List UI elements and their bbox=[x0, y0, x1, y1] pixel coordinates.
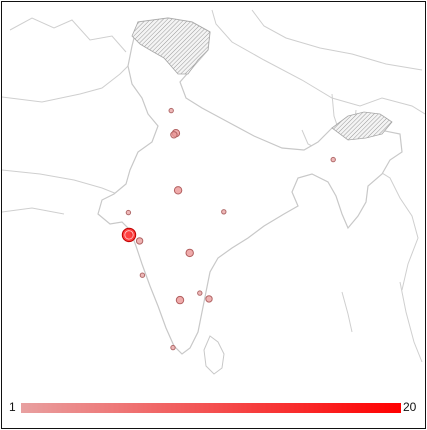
disputed-region-north bbox=[131, 17, 211, 75]
color-scale-bar bbox=[21, 403, 401, 413]
map-marker-bhopal[interactable] bbox=[173, 186, 183, 195]
map-marker-guwahati[interactable] bbox=[330, 156, 336, 163]
map-marker-pune[interactable] bbox=[135, 237, 144, 245]
legend-min-label: 1 bbox=[9, 400, 16, 414]
india-outline bbox=[97, 17, 403, 355]
disputed-region-northeast bbox=[331, 111, 393, 141]
map-marker-raipur[interactable] bbox=[221, 209, 227, 215]
sri-lanka-outline bbox=[203, 335, 225, 375]
map-marker-hyderabad[interactable] bbox=[185, 248, 194, 258]
map-marker-ring bbox=[124, 230, 134, 240]
legend-max-label: 20 bbox=[403, 400, 417, 414]
map-marker-trivandrum[interactable] bbox=[170, 344, 176, 351]
map-marker-bangalore[interactable] bbox=[175, 295, 185, 305]
map-marker-gurgaon[interactable] bbox=[170, 131, 178, 139]
map-marker-chennai[interactable] bbox=[205, 295, 213, 303]
map-marker-chandigarh[interactable] bbox=[168, 107, 174, 114]
map-marker-goa[interactable] bbox=[139, 272, 146, 278]
map-marker-tirupati[interactable] bbox=[197, 290, 203, 296]
markers-layer bbox=[121, 107, 336, 351]
map-marker-surat[interactable] bbox=[125, 209, 132, 216]
map-marker-mumbai[interactable] bbox=[121, 227, 137, 243]
